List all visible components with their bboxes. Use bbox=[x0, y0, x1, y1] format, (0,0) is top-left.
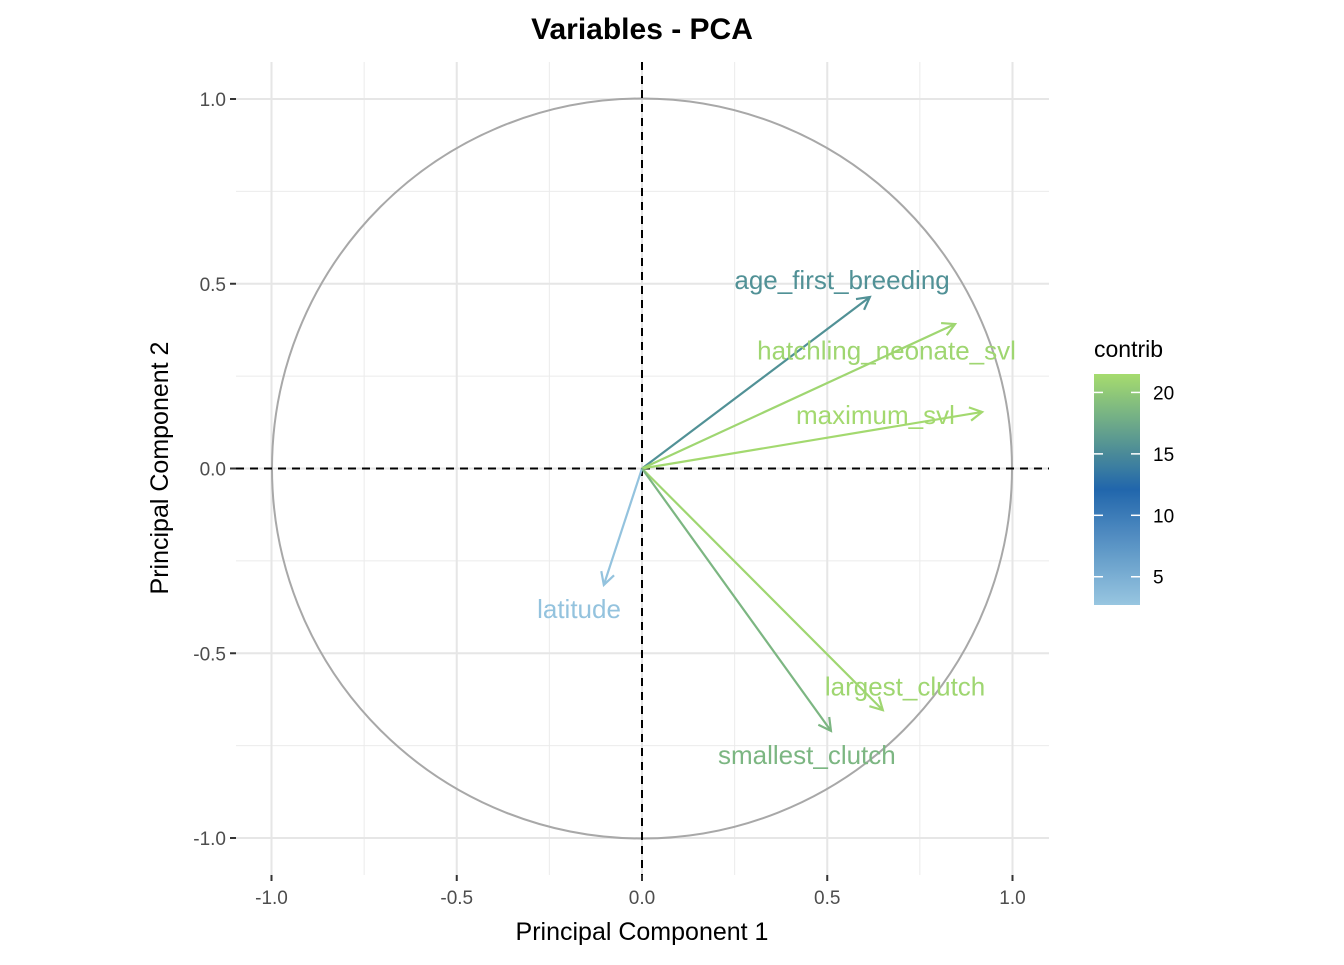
legend-title: contrib bbox=[1094, 336, 1163, 362]
legend: contrib 5 10 15 20 bbox=[1094, 336, 1174, 605]
arrowhead-hatchling_neonate_svl bbox=[941, 321, 958, 336]
axes: -1.0 -0.5 0.0 0.5 1.0 -1.0 -0.5 0.0 0.5 1.0 bbox=[193, 90, 1025, 909]
label-smallest_clutch: smallest_clutch bbox=[718, 740, 896, 770]
arrow-largest_clutch bbox=[641, 467, 884, 711]
y-tick-label: 0.5 bbox=[200, 275, 226, 296]
label-age_first_breeding: age_first_breeding bbox=[734, 265, 949, 295]
arrowhead-age_first_breeding bbox=[855, 295, 872, 311]
y-axis-label: Principal Component 2 bbox=[146, 342, 174, 595]
label-latitude: latitude bbox=[537, 594, 621, 624]
arrow-maximum_svl bbox=[641, 410, 983, 470]
arrow-smallest_clutch bbox=[641, 467, 832, 732]
arrow-hatchling_neonate_svl bbox=[641, 323, 956, 470]
chart-title: Variables - PCA bbox=[531, 13, 753, 46]
arrowhead-largest_clutch bbox=[869, 696, 885, 712]
y-tick-label: -1.0 bbox=[193, 829, 226, 850]
label-largest_clutch: largest_clutch bbox=[825, 672, 985, 702]
y-tick-label: -0.5 bbox=[193, 644, 226, 665]
x-tick-label: -0.5 bbox=[440, 888, 473, 909]
arrowhead-maximum_svl bbox=[968, 406, 985, 422]
arrow-latitude bbox=[602, 468, 644, 586]
marks: age_first_breeding hatchling_neonate_svlm… bbox=[236, 62, 1049, 875]
colorbar-tick-label: 20 bbox=[1153, 383, 1174, 404]
y-tick-label: 1.0 bbox=[200, 90, 226, 111]
colorbar-tick-label: 15 bbox=[1153, 445, 1174, 466]
label-hatchling_neonate_svl: hatchling_neonate_svl bbox=[757, 335, 1016, 365]
arrow-age_first_breeding bbox=[641, 296, 871, 470]
colorbar-tick-label: 5 bbox=[1153, 568, 1164, 589]
colorbar bbox=[1094, 374, 1140, 605]
label-maximum_svl: maximum_svl bbox=[796, 400, 955, 430]
arrowhead-smallest_clutch bbox=[817, 716, 833, 733]
x-tick-label: 0.0 bbox=[629, 888, 655, 909]
x-tick-label: -1.0 bbox=[255, 888, 288, 909]
x-axis-label: Principal Component 1 bbox=[516, 918, 769, 946]
x-tick-label: 1.0 bbox=[999, 888, 1025, 909]
x-tick-label: 0.5 bbox=[814, 888, 840, 909]
y-tick-label: 0.0 bbox=[200, 460, 226, 481]
arrowhead-latitude bbox=[600, 570, 615, 588]
colorbar-tick-label: 10 bbox=[1153, 506, 1174, 527]
